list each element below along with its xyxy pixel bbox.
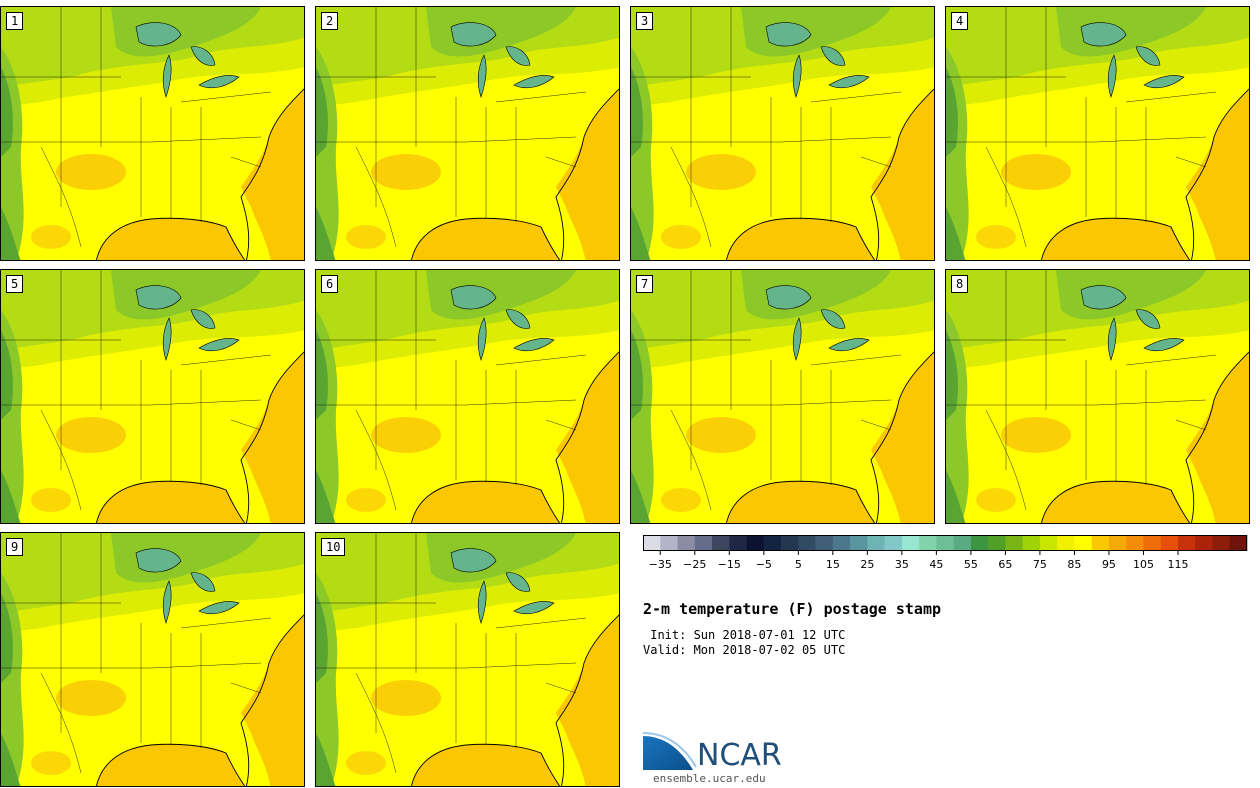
colorbar-bin [746,535,765,551]
colorbar-tick-label: 45 [929,558,943,571]
colorbar-tick-label: 105 [1133,558,1154,571]
member-map-panel: 4 [945,6,1250,261]
member-map-panel: 5 [0,269,305,524]
colorbar-bin [712,535,730,551]
temperature-map [1,533,304,786]
colorbar-tick-label: 25 [860,558,874,571]
logo-url: ensemble.ucar.edu [653,772,766,785]
ncar-logo-text: NCAR [697,738,782,773]
colorbar-tick-label: 15 [826,558,840,571]
colorbar-bin [953,535,972,551]
colorbar-bin [815,535,834,551]
plot-title: 2-m temperature (F) postage stamp [643,600,942,618]
colorbar-bin [1057,535,1075,551]
temperature-map [1,7,304,260]
colorbar-bin [970,535,989,551]
colorbar-bin [901,535,920,551]
member-map-panel: 3 [630,6,935,261]
temperature-map [316,270,619,523]
member-number-label: 2 [321,12,339,30]
member-map-panel: 8 [945,269,1250,524]
colorbar-bin [936,535,954,551]
member-number-label: 7 [636,275,654,293]
colorbar-tick-label: 35 [895,558,909,571]
colorbar-bin [1108,535,1127,551]
colorbar-tick-label: 85 [1067,558,1081,571]
temperature-colorbar: −35 −25 −15 −5 5 15 25 35 45 55 65 75 85 95 105 115 [643,535,1248,571]
member-map-panel: 10 [315,532,620,787]
member-number-label: 1 [6,12,24,30]
colorbar-bin [850,535,868,551]
colorbar-outline [643,535,1247,551]
member-number-label: 4 [951,12,969,30]
ncar-logo-icon [643,732,697,770]
colorbar-bin [729,535,747,551]
colorbar-bin [832,535,851,551]
temperature-map [946,7,1249,260]
colorbar-bin [884,535,903,551]
colorbar-bin [660,535,678,551]
colorbar-bin [781,535,799,551]
colorbar-bin [1143,535,1162,551]
colorbar-bin [1022,535,1041,551]
colorbar-bin [1074,535,1092,551]
member-map-panel: 1 [0,6,305,261]
member-map-panel: 9 [0,532,305,787]
init-time: Init: Sun 2018-07-01 12 UTC [643,628,846,642]
colorbar-bin [694,535,713,551]
colorbar-bin [1160,535,1179,551]
colorbar-tick-label: 55 [964,558,978,571]
temperature-map [316,533,619,786]
colorbar-bin [1195,535,1213,551]
colorbar-bin [1091,535,1110,551]
member-number-label: 10 [321,538,346,556]
colorbar-tick-label: −25 [683,558,706,571]
member-number-label: 9 [6,538,24,556]
colorbar-tick-label: −5 [756,558,772,571]
colorbar-tick-label: −35 [649,558,672,571]
colorbar-bin [1229,535,1248,551]
colorbar-bin [1126,535,1144,551]
colorbar-bin [643,535,661,551]
member-map-panel: 2 [315,6,620,261]
colorbar-bin [1212,535,1231,551]
colorbar-tick-label: 75 [1033,558,1047,571]
member-map-panel: 6 [315,269,620,524]
member-number-label: 5 [6,275,24,293]
valid-time: Valid: Mon 2018-07-02 05 UTC [643,643,846,657]
member-number-label: 3 [636,12,654,30]
member-number-label: 6 [321,275,339,293]
colorbar-bin [798,535,816,551]
colorbar-tick-label: −15 [718,558,741,571]
temperature-map [631,7,934,260]
temperature-map [316,7,619,260]
colorbar-bin [988,535,1006,551]
temperature-map [631,270,934,523]
temperature-map [1,270,304,523]
colorbar-bin [763,535,782,551]
colorbar-tick-label: 65 [998,558,1012,571]
colorbar-tick-label: 5 [795,558,802,571]
colorbar-bin [677,535,696,551]
colorbar-bin [1177,535,1196,551]
member-map-panel: 7 [630,269,935,524]
temperature-map [946,270,1249,523]
colorbar-bin [867,535,885,551]
colorbar-tick-label: 95 [1102,558,1116,571]
member-number-label: 8 [951,275,969,293]
colorbar-bin [1005,535,1023,551]
colorbar-tick-label: 115 [1167,558,1188,571]
colorbar-bin [919,535,937,551]
colorbar-bin [1039,535,1058,551]
